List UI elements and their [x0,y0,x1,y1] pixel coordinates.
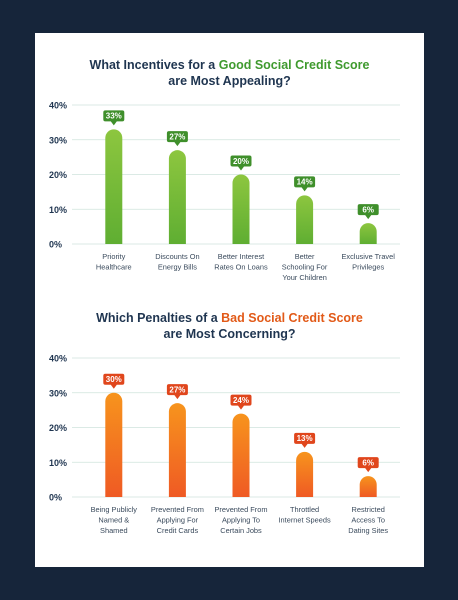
penalties-data-label-badge [166,384,188,400]
incentives-data-label-badge [294,176,316,192]
penalties-bar [232,413,250,497]
chart-title-penalties: Which Penalties of a Bad Social Credit S… [35,310,424,342]
incentives-data-label-badge [230,155,252,171]
infographic-card: What Incentives for a Good Social Credit… [35,33,424,567]
penalties-data-label: 6% [362,458,374,467]
incentives-y-tick-label: 0% [49,240,62,250]
penalties-category-label: Restricted Access To Dating Sites [348,505,388,535]
incentives-data-label-badge [357,204,379,220]
chart-title-incentives-pre: What Incentives for a [89,58,219,72]
incentives-data-label: 27% [169,132,185,141]
penalties-data-label: 13% [297,434,313,443]
incentives-category-label: Better Interest Rates On Loans [214,252,268,272]
chart-title-penalties-line2: are Most Concerning? [163,327,296,341]
penalties-data-label: 27% [169,385,185,394]
penalties-category-label: Prevented From Applying To Certain Jobs [215,505,268,535]
penalties-category-label: Prevented From Applying For Credit Cards [151,505,204,535]
penalties-y-tick-label: 20% [49,423,67,433]
incentives-y-tick-label: 40% [49,101,67,111]
penalties-data-label-badge [230,394,252,410]
incentives-data-label-badge [166,131,188,147]
chart-title-incentives-emphasis: Good Social Credit Score [218,58,370,72]
penalties-category-label: Throttled Internet Speeds [279,505,331,525]
penalties-data-label-badge [103,373,125,389]
incentives-bar [168,150,186,244]
chart-title-penalties-pre: Which Penalties of a [96,311,222,325]
incentives-category-label: Better Schooling For Your Children [282,252,328,282]
chart-title-incentives-line2: are Most Appealing? [168,74,291,88]
penalties-bar [168,403,186,497]
penalties-data-label: 30% [106,375,122,384]
penalties-bar [296,451,314,497]
chart-title-penalties-emphasis: Bad Social Credit Score [221,311,363,325]
incentives-data-label-badge [103,110,125,126]
penalties-data-label-badge [294,432,316,448]
penalties-data-label: 24% [233,396,249,405]
incentives-bar [296,195,314,244]
incentives-category-label: Priority Healthcare [96,252,132,272]
penalties-data-label-badge [357,457,379,473]
incentives-data-label: 20% [233,157,249,166]
penalties-bar [359,476,377,497]
incentives-y-tick-label: 10% [49,205,67,215]
chart-title-incentives: What Incentives for a Good Social Credit… [35,57,424,89]
penalties-y-tick-label: 10% [49,458,67,468]
penalties-y-tick-label: 0% [49,493,62,503]
incentives-bar [359,223,377,244]
penalties-bar-chart: 0% 10% 20% 30% 40% 30% Being Publicly Named & Sh… [49,354,400,535]
penalties-category-label: Being Publicly Named & Shamed [91,505,138,535]
incentives-data-label: 33% [106,112,122,121]
incentives-bar-chart: 0% 10% 20% 30% 40% 33% Priority Healthcare 27% Di… [49,101,400,282]
incentives-bar [232,174,250,244]
incentives-category-label: Exclusive Travel Privileges [341,252,395,272]
incentives-data-label: 6% [362,205,374,214]
incentives-y-tick-label: 20% [49,170,67,180]
incentives-y-tick-label: 30% [49,135,67,145]
penalties-bar [105,392,123,497]
incentives-bar [105,129,123,244]
penalties-y-tick-label: 30% [49,388,67,398]
incentives-data-label: 14% [297,178,313,187]
penalties-y-tick-label: 40% [49,354,67,364]
incentives-category-label: Discounts On Energy Bills [155,252,199,272]
